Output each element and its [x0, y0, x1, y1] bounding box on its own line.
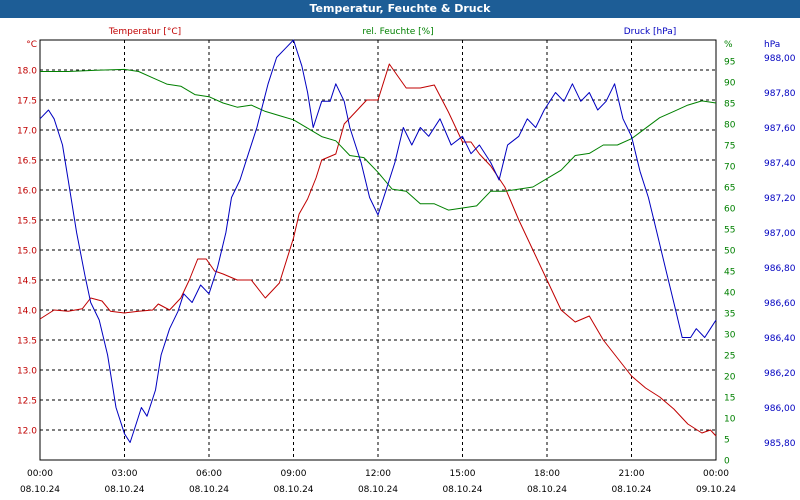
- humidity-tick-label: 75: [724, 142, 735, 152]
- humidity-tick-label: 5: [724, 436, 730, 446]
- chart-title: Temperatur, Feuchte & Druck: [0, 0, 800, 18]
- humidity-tick-label: 15: [724, 394, 735, 404]
- temperature-tick-label: 17.0: [17, 127, 37, 137]
- humidity-series-line: [40, 68, 717, 211]
- temperature-tick-label: 16.0: [17, 187, 37, 197]
- humidity-tick-label: 30: [724, 331, 736, 341]
- x-tick-date: 09.10.24: [696, 485, 736, 495]
- x-tick-time: 18:00: [534, 469, 560, 479]
- pressure-tick-label: 986,80: [764, 264, 796, 274]
- x-tick-time: 03:00: [112, 469, 138, 479]
- temperature-tick-label: 18.0: [17, 67, 37, 77]
- temperature-unit-label: °C: [26, 40, 37, 50]
- temperature-tick-label: 13.5: [17, 337, 37, 347]
- humidity-tick-label: 20: [724, 373, 736, 383]
- x-tick-time: 00:00: [27, 469, 53, 479]
- pressure-axis-title: Druck [hPa]: [624, 27, 677, 37]
- humidity-tick-label: 45: [724, 268, 735, 278]
- humidity-tick-label: 70: [724, 163, 736, 173]
- humidity-tick-label: 25: [724, 352, 735, 362]
- humidity-tick-label: 65: [724, 184, 735, 194]
- humidity-tick-label: 95: [724, 58, 735, 68]
- x-tick-time: 00:00: [703, 469, 729, 479]
- temperature-tick-label: 15.0: [17, 247, 37, 257]
- temperature-tick-label: 15.5: [17, 217, 37, 227]
- axis-labels: 00:00 08.10.24 03:00 08.10.24 06:00 08.10.24 0…: [17, 27, 796, 495]
- pressure-tick-label: 985,80: [764, 439, 796, 449]
- humidity-tick-label: 85: [724, 100, 735, 110]
- x-tick-date: 08.10.24: [20, 485, 60, 495]
- x-tick-date: 08.10.24: [273, 485, 313, 495]
- series-layer: [39, 39, 717, 443]
- pressure-tick-label: 986,60: [764, 299, 796, 309]
- x-tick-date: 08.10.24: [358, 485, 398, 495]
- temperature-tick-label: 13.0: [17, 367, 37, 377]
- pressure-tick-label: 987,00: [764, 229, 796, 239]
- temperature-tick-label: 14.0: [17, 307, 37, 317]
- x-tick-date: 08.10.24: [104, 485, 144, 495]
- humidity-tick-label: 10: [724, 415, 736, 425]
- humidity-unit-label: %: [724, 40, 733, 50]
- temperature-tick-label: 16.5: [17, 157, 37, 167]
- humidity-tick-label: 40: [724, 289, 736, 299]
- temperature-series-line: [39, 63, 717, 437]
- x-tick-date: 08.10.24: [527, 485, 567, 495]
- pressure-tick-label: 986,40: [764, 334, 796, 344]
- pressure-unit-label: hPa: [764, 40, 780, 50]
- plot-area: [39, 39, 717, 461]
- x-tick-time: 06:00: [196, 469, 222, 479]
- grid: [40, 40, 716, 460]
- x-tick-time: 21:00: [619, 469, 645, 479]
- x-tick-date: 08.10.24: [442, 485, 482, 495]
- pressure-tick-label: 986,00: [764, 404, 796, 414]
- humidity-axis-title: rel. Feuchte [%]: [362, 27, 433, 37]
- x-tick-date: 08.10.24: [611, 485, 651, 495]
- humidity-tick-label: 60: [724, 205, 736, 215]
- humidity-tick-label: 35: [724, 310, 735, 320]
- pressure-tick-label: 987,60: [764, 124, 796, 134]
- temperature-axis-title: Temperatur [°C]: [108, 27, 181, 37]
- pressure-tick-label: 986,20: [764, 369, 796, 379]
- pressure-series-line: [39, 39, 717, 443]
- x-tick-date: 08.10.24: [189, 485, 229, 495]
- x-tick-time: 12:00: [365, 469, 391, 479]
- humidity-tick-label: 0: [724, 457, 730, 467]
- temperature-tick-label: 14.5: [17, 277, 37, 287]
- plot-border: [39, 39, 717, 461]
- pressure-tick-label: 987,80: [764, 89, 796, 99]
- x-tick-time: 09:00: [281, 469, 307, 479]
- pressure-tick-label: 988,00: [764, 54, 796, 64]
- x-tick-time: 15:00: [450, 469, 476, 479]
- pressure-tick-label: 987,40: [764, 159, 796, 169]
- temperature-tick-label: 12.5: [17, 397, 37, 407]
- humidity-tick-label: 50: [724, 247, 736, 257]
- humidity-tick-label: 80: [724, 121, 736, 131]
- humidity-tick-label: 55: [724, 226, 735, 236]
- humidity-tick-label: 90: [724, 79, 736, 89]
- temperature-tick-label: 12.0: [17, 427, 37, 437]
- pressure-tick-label: 987,20: [764, 194, 796, 204]
- temperature-tick-label: 17.5: [17, 97, 37, 107]
